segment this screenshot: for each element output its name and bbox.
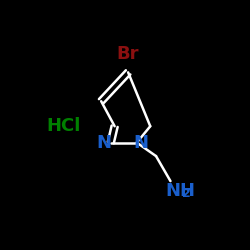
Text: NH: NH bbox=[166, 182, 196, 200]
Text: 2: 2 bbox=[182, 186, 191, 200]
Text: HCl: HCl bbox=[46, 117, 81, 135]
Text: N: N bbox=[133, 134, 148, 152]
Text: Br: Br bbox=[117, 45, 140, 63]
Text: N: N bbox=[96, 134, 112, 152]
